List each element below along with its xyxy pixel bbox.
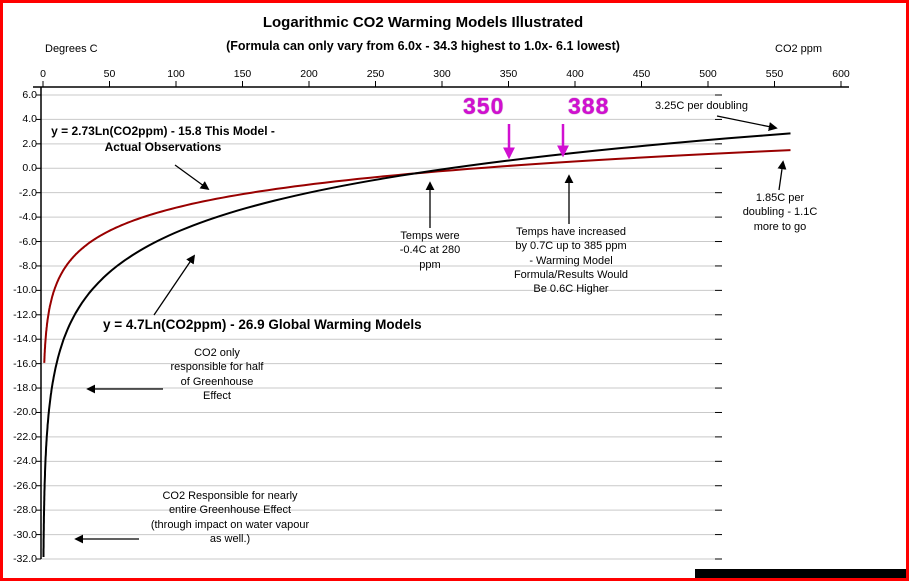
y-tick-label: -6.0: [18, 235, 37, 248]
arrow-model-equation: [174, 164, 210, 191]
y-tick-label: -22.0: [13, 430, 37, 443]
per-doubling-325-label: 3.25C per doubling: [655, 100, 748, 112]
y-tick-label: -30.0: [13, 528, 37, 541]
y-tick-label: -28.0: [13, 504, 37, 517]
y-tick-label: -8.0: [18, 259, 37, 272]
x-tick-label: 0: [40, 68, 46, 80]
y-tick-label: -12.0: [13, 308, 37, 321]
curve-global-warming-models: [42, 132, 791, 557]
annotation-arrows-layer: [74, 115, 787, 544]
gwm-equation-label: y = 4.7Ln(CO2ppm) - 26.9 Global Warming …: [103, 317, 422, 332]
chart-subtitle: (Formula can only vary from 6.0x - 34.3 …: [226, 39, 620, 53]
y-tick-label: 0.0: [22, 162, 37, 175]
y-tick-label: 4.0: [22, 113, 37, 126]
y-axis-title: Degrees C: [45, 43, 98, 55]
x-tick-label: 250: [366, 68, 385, 80]
y-tick-label: -14.0: [13, 333, 37, 346]
y-tick-label: -20.0: [13, 406, 37, 419]
y-tick-label: -24.0: [13, 455, 37, 468]
y-tick-label: -4.0: [18, 211, 37, 224]
x-tick-label: 400: [566, 68, 584, 80]
x-tick-label: 550: [765, 68, 784, 80]
co2-half-greenhouse-label: CO2 only responsible for half of Greenho…: [170, 347, 264, 402]
plot-area: [33, 81, 849, 560]
model-equation-label: y = 2.73Ln(CO2ppm) - 15.8 This Model - A…: [51, 124, 275, 154]
y-tick-label: 2.0: [22, 137, 37, 150]
arrow-gwm-equation: [153, 254, 196, 316]
y-tick-label: -16.0: [13, 357, 37, 370]
temps-were-label: Temps were -0.4C at 280 ppm: [399, 230, 461, 271]
x-axis-title: CO2 ppm: [775, 43, 823, 55]
chart-title: Logarithmic CO2 Warming Models Illustrat…: [262, 14, 584, 31]
per-doubling-185-label: 1.85C per doubling - 1.1C more to go: [742, 192, 818, 233]
temps-increased-label: Temps have increased by 0.7C up to 385 p…: [513, 226, 629, 296]
arrow-185-per-doubling: [777, 160, 787, 191]
arrow-325-per-doubling: [716, 115, 778, 131]
y-tick-label: -2.0: [18, 186, 37, 199]
x-tick-label: 300: [433, 68, 451, 80]
x-tick-label: 50: [103, 68, 116, 80]
y-tick-label: -26.0: [13, 479, 37, 492]
co2-entire-greenhouse-label: CO2 Responsible for nearly entire Greenh…: [150, 490, 310, 545]
x-tick-label: 600: [832, 68, 850, 80]
y-tick-label: -10.0: [13, 284, 37, 297]
ppm-388-marker: 388: [568, 93, 610, 119]
x-tick-label: 150: [233, 68, 252, 80]
x-tick-label: 200: [300, 68, 318, 80]
x-tick-label: 450: [632, 68, 651, 80]
y-tick-label: -18.0: [13, 382, 37, 395]
y-tick-label: -32.0: [13, 553, 37, 565]
black-bar: [695, 569, 906, 578]
y-tick-label: 6.0: [22, 89, 37, 101]
x-tick-label: 100: [167, 68, 185, 80]
x-tick-label: 350: [499, 68, 518, 80]
grid-and-curves-layer: [33, 81, 849, 560]
curve-actual-observations: [43, 149, 791, 363]
ppm-350-marker: 350: [463, 93, 505, 119]
x-tick-label: 500: [699, 68, 717, 80]
